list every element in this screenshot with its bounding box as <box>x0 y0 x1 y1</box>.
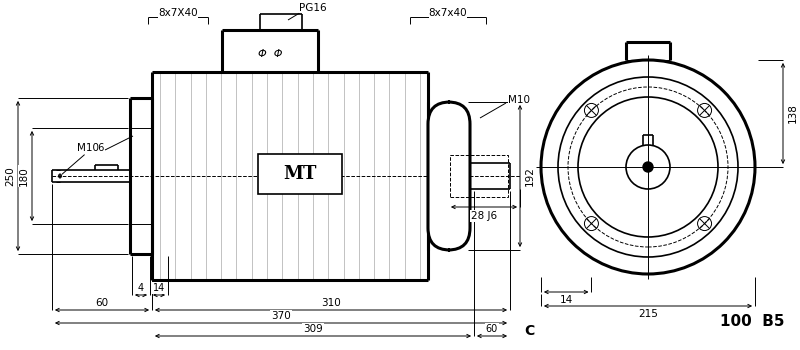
FancyBboxPatch shape <box>258 154 342 194</box>
Text: 4: 4 <box>138 283 144 293</box>
Text: 60: 60 <box>486 324 498 334</box>
Text: 309: 309 <box>303 324 323 334</box>
Text: 14: 14 <box>559 295 573 305</box>
Text: 215: 215 <box>638 309 658 319</box>
Text: MT: MT <box>283 165 317 183</box>
FancyBboxPatch shape <box>428 102 470 250</box>
Text: 8x7X40: 8x7X40 <box>158 8 198 18</box>
Text: Φ  Φ: Φ Φ <box>258 49 282 59</box>
Text: 138: 138 <box>788 104 798 124</box>
Text: 60: 60 <box>95 298 109 308</box>
Text: 100  B5: 100 B5 <box>721 315 785 329</box>
Text: 28 j6: 28 j6 <box>62 143 104 174</box>
Text: 310: 310 <box>321 298 341 308</box>
Text: 14: 14 <box>153 283 165 293</box>
Text: 180: 180 <box>19 166 29 186</box>
Text: 28 J6: 28 J6 <box>471 211 497 221</box>
Circle shape <box>643 162 653 172</box>
Text: 192: 192 <box>525 166 535 186</box>
Text: 250: 250 <box>5 166 15 186</box>
Text: PG16: PG16 <box>299 3 327 13</box>
Bar <box>450 155 508 197</box>
Text: 8x7x40: 8x7x40 <box>429 8 467 18</box>
Text: M10: M10 <box>508 95 530 105</box>
Text: M10: M10 <box>77 143 99 153</box>
Text: 370: 370 <box>271 311 291 321</box>
Text: C: C <box>524 324 534 338</box>
